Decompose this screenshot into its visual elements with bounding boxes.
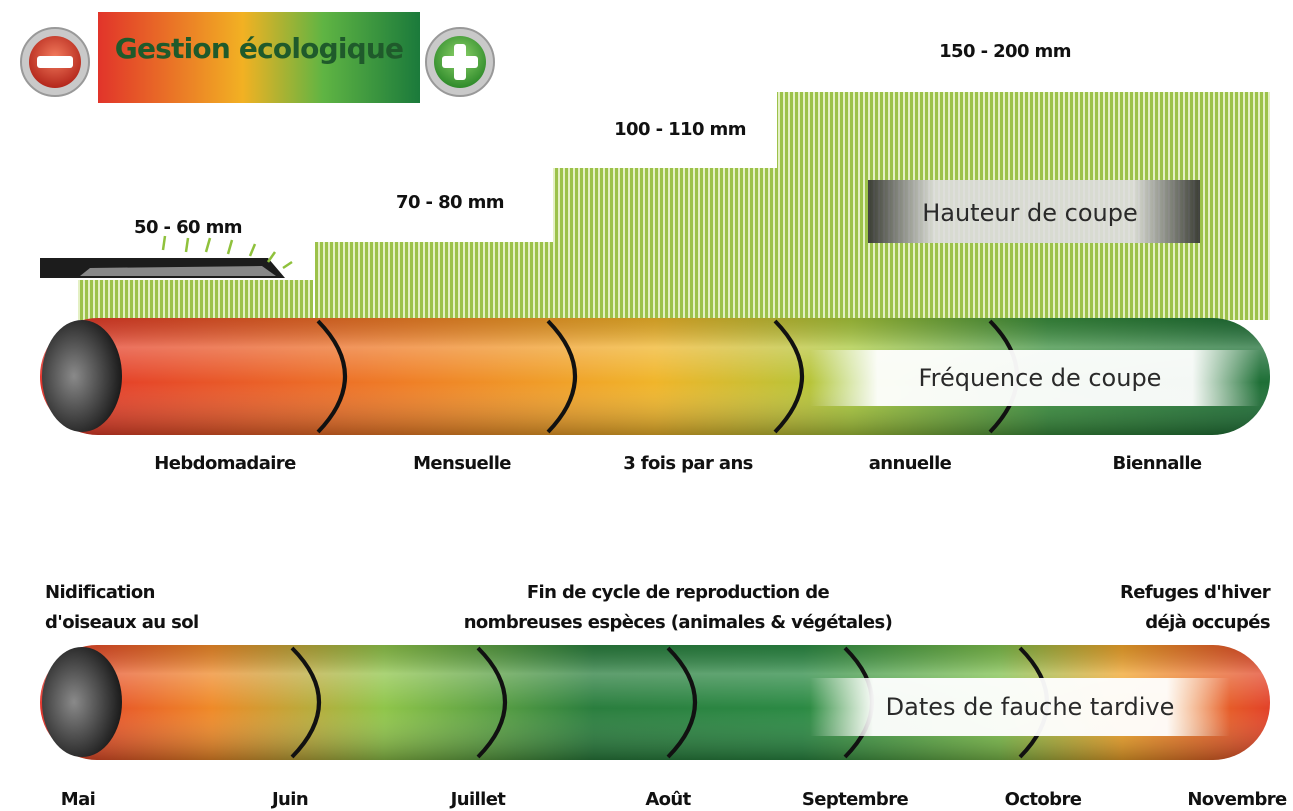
note: nombreuses espèces (animales & végétales…	[464, 612, 893, 633]
height-label: 100 - 110 mm	[614, 119, 746, 140]
box-label: Hauteur de coupe	[922, 199, 1138, 227]
month: Novembre	[1187, 789, 1287, 810]
mower-blade	[40, 236, 292, 278]
note: Refuges d'hiver	[1120, 582, 1271, 603]
plus-button[interactable]	[426, 28, 494, 96]
frequency-level: annuelle	[869, 453, 952, 474]
note: déjà occupés	[1145, 612, 1270, 633]
month: Mai	[61, 789, 95, 810]
box-label: Fréquence de coupe	[919, 364, 1162, 392]
grass-step	[315, 242, 553, 320]
frequency-level: Hebdomadaire	[154, 453, 296, 474]
frequency-level: Mensuelle	[413, 453, 511, 474]
height-label: 70 - 80 mm	[396, 192, 504, 213]
title: Gestion écologique	[115, 32, 403, 65]
frequency-level: 3 fois par ans	[623, 453, 753, 474]
box-label: Dates de fauche tardive	[886, 693, 1175, 721]
month: Octobre	[1005, 789, 1082, 810]
frequency-level: Biennalle	[1112, 453, 1201, 474]
height-label: 50 - 60 mm	[134, 217, 242, 238]
note: Fin de cycle de reproduction de	[527, 582, 830, 603]
minus-button[interactable]	[21, 28, 89, 96]
note: Nidification	[45, 582, 155, 603]
height-label: 150 - 200 mm	[939, 41, 1071, 62]
month: Septembre	[802, 789, 909, 810]
month: Juin	[270, 789, 308, 810]
month: Août	[645, 789, 691, 810]
grass-step	[78, 280, 313, 320]
note: d'oiseaux au sol	[45, 612, 199, 633]
infographic: Gestion écologique 50 - 60 mm 70 - 80 mm…	[0, 0, 1293, 811]
grass-step	[553, 168, 777, 320]
month: Juillet	[449, 789, 507, 810]
